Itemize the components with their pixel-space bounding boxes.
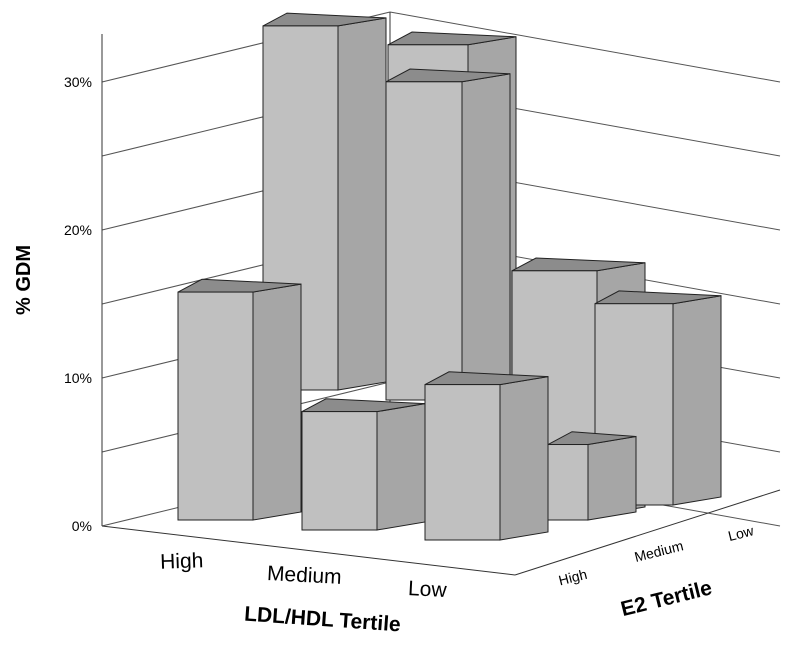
bars-layer	[177, 12, 722, 541]
bar-side-face	[461, 73, 511, 401]
ldl-hdl-category-label: High	[160, 549, 204, 573]
e2-category-label: Medium	[633, 537, 685, 565]
bar-side-face	[587, 435, 637, 521]
gridline-right-wall	[389, 11, 781, 83]
bar-front-face	[424, 384, 501, 541]
bar-front-face	[385, 81, 463, 401]
bar-front-face	[177, 291, 254, 521]
y-tick-label: 20%	[64, 222, 92, 238]
bar-side-face	[672, 295, 722, 506]
e2-category-label: Low	[726, 522, 756, 544]
bar-side-face	[337, 17, 387, 391]
bar-high-high	[177, 278, 302, 521]
e2-category-label: High	[557, 566, 589, 588]
z-axis-title: E2 Tertile	[619, 576, 715, 621]
y-axis-title: % GDM	[13, 245, 35, 315]
bar-low-high	[424, 371, 549, 541]
floor-right-edge	[514, 489, 781, 576]
ldl-hdl-category-label: Medium	[266, 562, 342, 589]
x-axis-title: LDL/HDL Tertile	[243, 603, 401, 637]
floor-front-edge	[101, 525, 516, 576]
bar-medium-medium	[385, 68, 511, 401]
y-tick-label: 30%	[64, 74, 92, 90]
bar-side-face	[376, 403, 426, 531]
bar-low-medium	[547, 431, 637, 521]
bar-front-face	[547, 444, 589, 521]
bar-medium-high	[301, 398, 426, 531]
bar-side-face	[252, 283, 302, 521]
bar-front-face	[301, 411, 378, 531]
ldl-hdl-category-label: Low	[407, 577, 448, 602]
y-tick-label: 10%	[64, 370, 92, 386]
bar-side-face	[499, 376, 549, 541]
y-tick-label: 0%	[72, 518, 92, 534]
